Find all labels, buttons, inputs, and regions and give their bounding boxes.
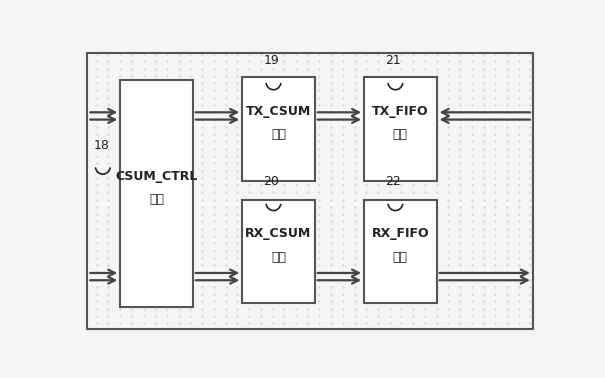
Text: 18: 18 [93, 139, 110, 152]
Bar [364, 77, 437, 181]
Text: 模块: 模块 [393, 251, 408, 263]
Text: 21: 21 [385, 54, 401, 67]
Text: TX_CSUM: TX_CSUM [246, 105, 311, 118]
Text: CSUM_CTRL: CSUM_CTRL [116, 170, 198, 183]
Bar [242, 77, 315, 181]
Text: 模块: 模块 [271, 251, 286, 263]
Bar [120, 80, 193, 307]
Text: 22: 22 [385, 175, 401, 188]
Text: 19: 19 [263, 54, 279, 67]
Text: RX_CSUM: RX_CSUM [245, 227, 312, 240]
Text: 模块: 模块 [271, 129, 286, 141]
Bar [364, 200, 437, 303]
Text: 模块: 模块 [393, 129, 408, 141]
Text: 20: 20 [263, 175, 279, 188]
Text: RX_FIFO: RX_FIFO [371, 227, 429, 240]
Bar [242, 200, 315, 303]
Text: TX_FIFO: TX_FIFO [372, 105, 428, 118]
Text: 模块: 模块 [149, 193, 164, 206]
